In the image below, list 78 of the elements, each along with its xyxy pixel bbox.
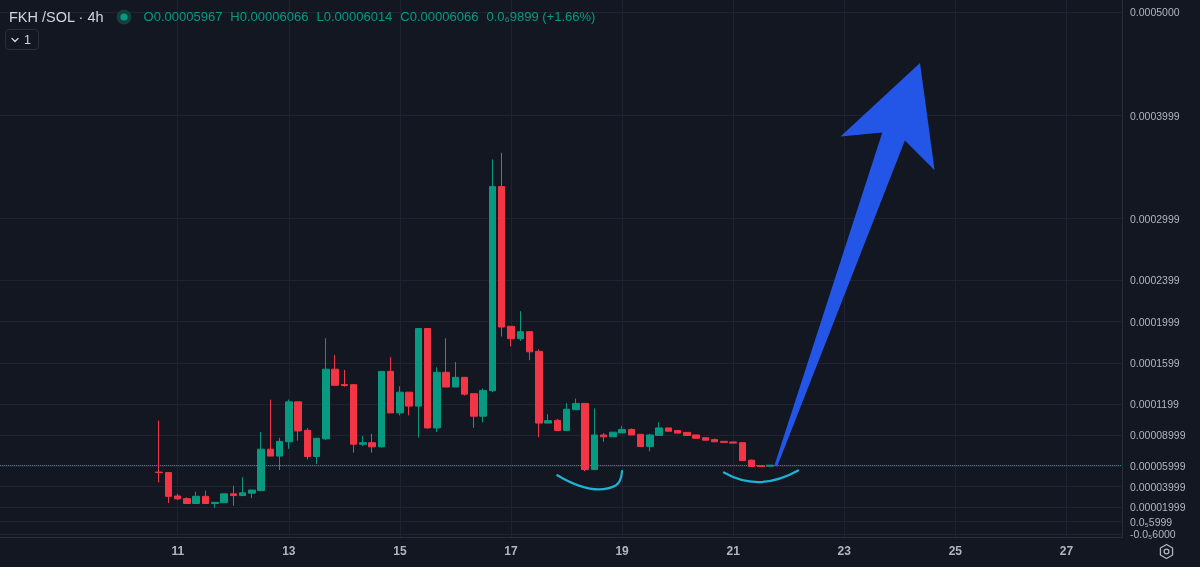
y-tick-label: 0.0005000 — [1130, 6, 1180, 19]
annotation: O0.00005967 — [143, 8, 223, 26]
candlestick — [517, 310, 524, 342]
candlestick — [405, 391, 413, 416]
candlestick — [554, 418, 561, 432]
y-tick-label: 0.0001199 — [1130, 398, 1180, 411]
candlestick — [155, 420, 163, 483]
candlestick — [535, 348, 543, 438]
candlestick — [563, 402, 570, 432]
x-tick-label: 11 — [171, 544, 185, 558]
y-tick-label: 0.00001999 — [1130, 501, 1186, 514]
y-tick-label: 0.0001999 — [1130, 315, 1180, 328]
candlestick — [572, 398, 580, 411]
candlestick — [637, 433, 644, 448]
x-tick-label: 27 — [1059, 544, 1074, 558]
candlestick — [470, 393, 478, 429]
candlestick — [479, 387, 487, 423]
candlestick — [341, 369, 348, 388]
candlestick — [702, 437, 709, 441]
x-tick-label: 17 — [504, 544, 518, 558]
annotation: 1 — [24, 32, 31, 47]
candlestick — [230, 485, 237, 507]
candlestick — [674, 430, 681, 434]
candlestick — [461, 376, 468, 397]
candlestick — [387, 356, 394, 414]
annotation: L0.00006014 — [316, 8, 393, 26]
y-tick-label: 0.0001599 — [1130, 356, 1180, 369]
x-tick-label: 13 — [282, 544, 296, 558]
y-tick-label: 0.0₅5999 — [1130, 515, 1173, 528]
candlestick — [442, 337, 450, 388]
candlestick — [192, 491, 200, 504]
candlestick — [433, 366, 441, 433]
y-tick-label: 0.0002999 — [1130, 212, 1180, 225]
candlestick — [452, 361, 459, 388]
candlestick — [415, 327, 422, 439]
candlestick — [322, 337, 330, 441]
candlestick — [183, 496, 191, 504]
candlestick — [544, 413, 552, 424]
candlestick — [711, 437, 718, 443]
y-tick-label: 0.0002399 — [1130, 274, 1180, 287]
annotation: H0.00006066 — [230, 8, 309, 26]
x-tick-label: 23 — [837, 544, 852, 558]
candlestick — [294, 401, 302, 442]
y-tick-label: 0.0003999 — [1130, 109, 1180, 122]
candlestick — [331, 354, 339, 386]
text: FKH /SOL · 4h — [9, 8, 104, 26]
candlestick — [267, 399, 274, 457]
candlestick — [498, 152, 505, 338]
candlestick — [665, 427, 672, 432]
candlestick — [424, 327, 431, 430]
annotation: C0.00006066 — [400, 8, 479, 26]
candlestick — [628, 427, 635, 436]
y-tick-label: 0.00005999 — [1130, 459, 1186, 472]
candlestick — [581, 402, 589, 472]
candlestick — [396, 385, 404, 416]
candlestick — [507, 325, 515, 347]
x-tick-label: 15 — [393, 544, 407, 558]
candlestick — [359, 435, 367, 447]
candlestick — [600, 432, 607, 443]
candlestick — [489, 158, 496, 393]
candlestick — [174, 493, 181, 501]
candlestick — [378, 370, 385, 449]
y-tick-label: 0.00003999 — [1130, 480, 1186, 493]
y-tick-label: -0.0₅6000 — [1130, 527, 1176, 540]
candlestick — [304, 427, 311, 460]
candlestick — [285, 399, 293, 450]
candlestick — [202, 490, 209, 504]
candlestick — [739, 442, 746, 462]
y-tick-label: 0.00008999 — [1130, 428, 1186, 441]
x-tick-label: 25 — [948, 544, 963, 558]
annotation: 0.0₆9899 (+1.66%) — [486, 8, 596, 26]
candlestick — [526, 331, 533, 361]
candlestick — [165, 472, 172, 504]
candlestick — [350, 384, 357, 454]
candlestick — [368, 433, 376, 454]
candlestick — [239, 476, 246, 497]
x-tick-label: 19 — [615, 544, 630, 558]
x-tick-label: 21 — [726, 544, 741, 558]
